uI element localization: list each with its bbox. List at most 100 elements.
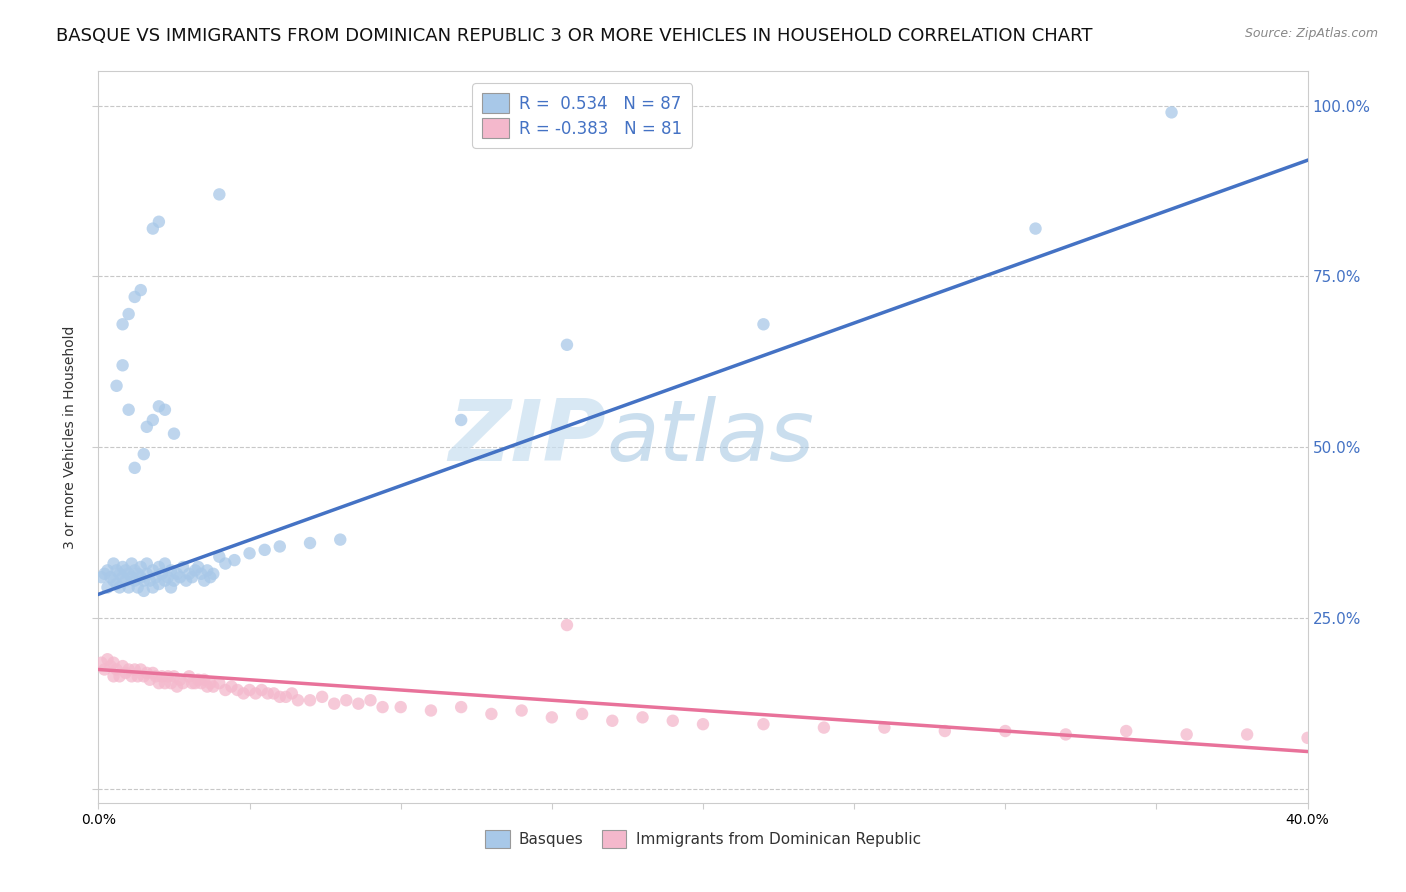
Point [121, 669, 143, 683]
Point [96, 563, 118, 577]
Point [481, 706, 503, 721]
Point [555, 338, 578, 352]
Point [160, 581, 183, 595]
Point [105, 379, 128, 393]
Point [132, 574, 155, 588]
Point [121, 557, 143, 571]
Point [214, 557, 236, 571]
Point [540, 710, 562, 724]
Point [121, 570, 143, 584]
Point [142, 581, 165, 595]
Point [90, 570, 112, 584]
Point [934, 724, 956, 739]
Point [389, 700, 412, 714]
Point [752, 717, 775, 731]
Point [174, 574, 197, 588]
Point [181, 570, 204, 584]
Point [631, 710, 654, 724]
Point [1296, 731, 1319, 745]
Point [114, 563, 136, 577]
Point [100, 659, 122, 673]
Point [661, 714, 683, 728]
Point [163, 669, 186, 683]
Point [156, 669, 179, 683]
Point [299, 536, 322, 550]
Point [127, 566, 149, 581]
Point [169, 570, 191, 584]
Point [135, 420, 157, 434]
Point [111, 570, 134, 584]
Point [90, 656, 112, 670]
Point [111, 318, 134, 332]
Point [360, 693, 382, 707]
Point [555, 618, 578, 632]
Point [124, 663, 146, 677]
Point [127, 669, 149, 683]
Point [148, 560, 170, 574]
Point [510, 704, 533, 718]
Point [172, 560, 194, 574]
Point [602, 714, 624, 728]
Point [269, 540, 291, 554]
Point [813, 721, 835, 735]
Point [114, 665, 136, 680]
Point [111, 659, 134, 673]
Point [323, 697, 346, 711]
Point [274, 690, 297, 704]
Point [193, 673, 215, 687]
Point [269, 690, 291, 704]
Point [111, 359, 134, 373]
Point [111, 560, 134, 574]
Point [96, 652, 118, 666]
Point [208, 549, 231, 564]
Point [145, 669, 167, 683]
Point [200, 570, 222, 584]
Point [873, 721, 896, 735]
Point [214, 683, 236, 698]
Point [202, 680, 225, 694]
Point [208, 187, 231, 202]
Point [153, 574, 176, 588]
Point [311, 690, 333, 704]
Point [200, 676, 222, 690]
Point [142, 221, 165, 235]
Point [239, 683, 262, 698]
Point [187, 560, 209, 574]
Point [1024, 221, 1046, 235]
Point [1236, 727, 1258, 741]
Point [1160, 105, 1182, 120]
Point [994, 724, 1017, 739]
Point [166, 566, 188, 581]
Point [150, 669, 173, 683]
Point [108, 669, 131, 683]
Point [347, 697, 370, 711]
Point [118, 663, 141, 677]
Point [245, 686, 267, 700]
Point [160, 563, 183, 577]
Y-axis label: 3 or more Vehicles in Household: 3 or more Vehicles in Household [63, 326, 77, 549]
Point [193, 574, 215, 588]
Point [202, 566, 225, 581]
Point [145, 570, 167, 584]
Point [135, 665, 157, 680]
Point [195, 563, 218, 577]
Point [179, 566, 201, 581]
Point [105, 663, 128, 677]
Point [335, 693, 357, 707]
Point [124, 290, 146, 304]
Point [103, 574, 125, 588]
Point [169, 673, 191, 687]
Point [103, 669, 125, 683]
Point [263, 686, 285, 700]
Text: Source: ZipAtlas.com: Source: ZipAtlas.com [1244, 27, 1378, 40]
Point [93, 566, 115, 581]
Point [299, 693, 322, 707]
Point [118, 307, 141, 321]
Text: BASQUE VS IMMIGRANTS FROM DOMINICAN REPUBLIC 3 OR MORE VEHICLES IN HOUSEHOLD COR: BASQUE VS IMMIGRANTS FROM DOMINICAN REPU… [56, 27, 1092, 45]
Point [93, 663, 115, 677]
Point [132, 669, 155, 683]
Point [226, 683, 249, 698]
Point [150, 566, 173, 581]
Point [142, 563, 165, 577]
Point [108, 566, 131, 581]
